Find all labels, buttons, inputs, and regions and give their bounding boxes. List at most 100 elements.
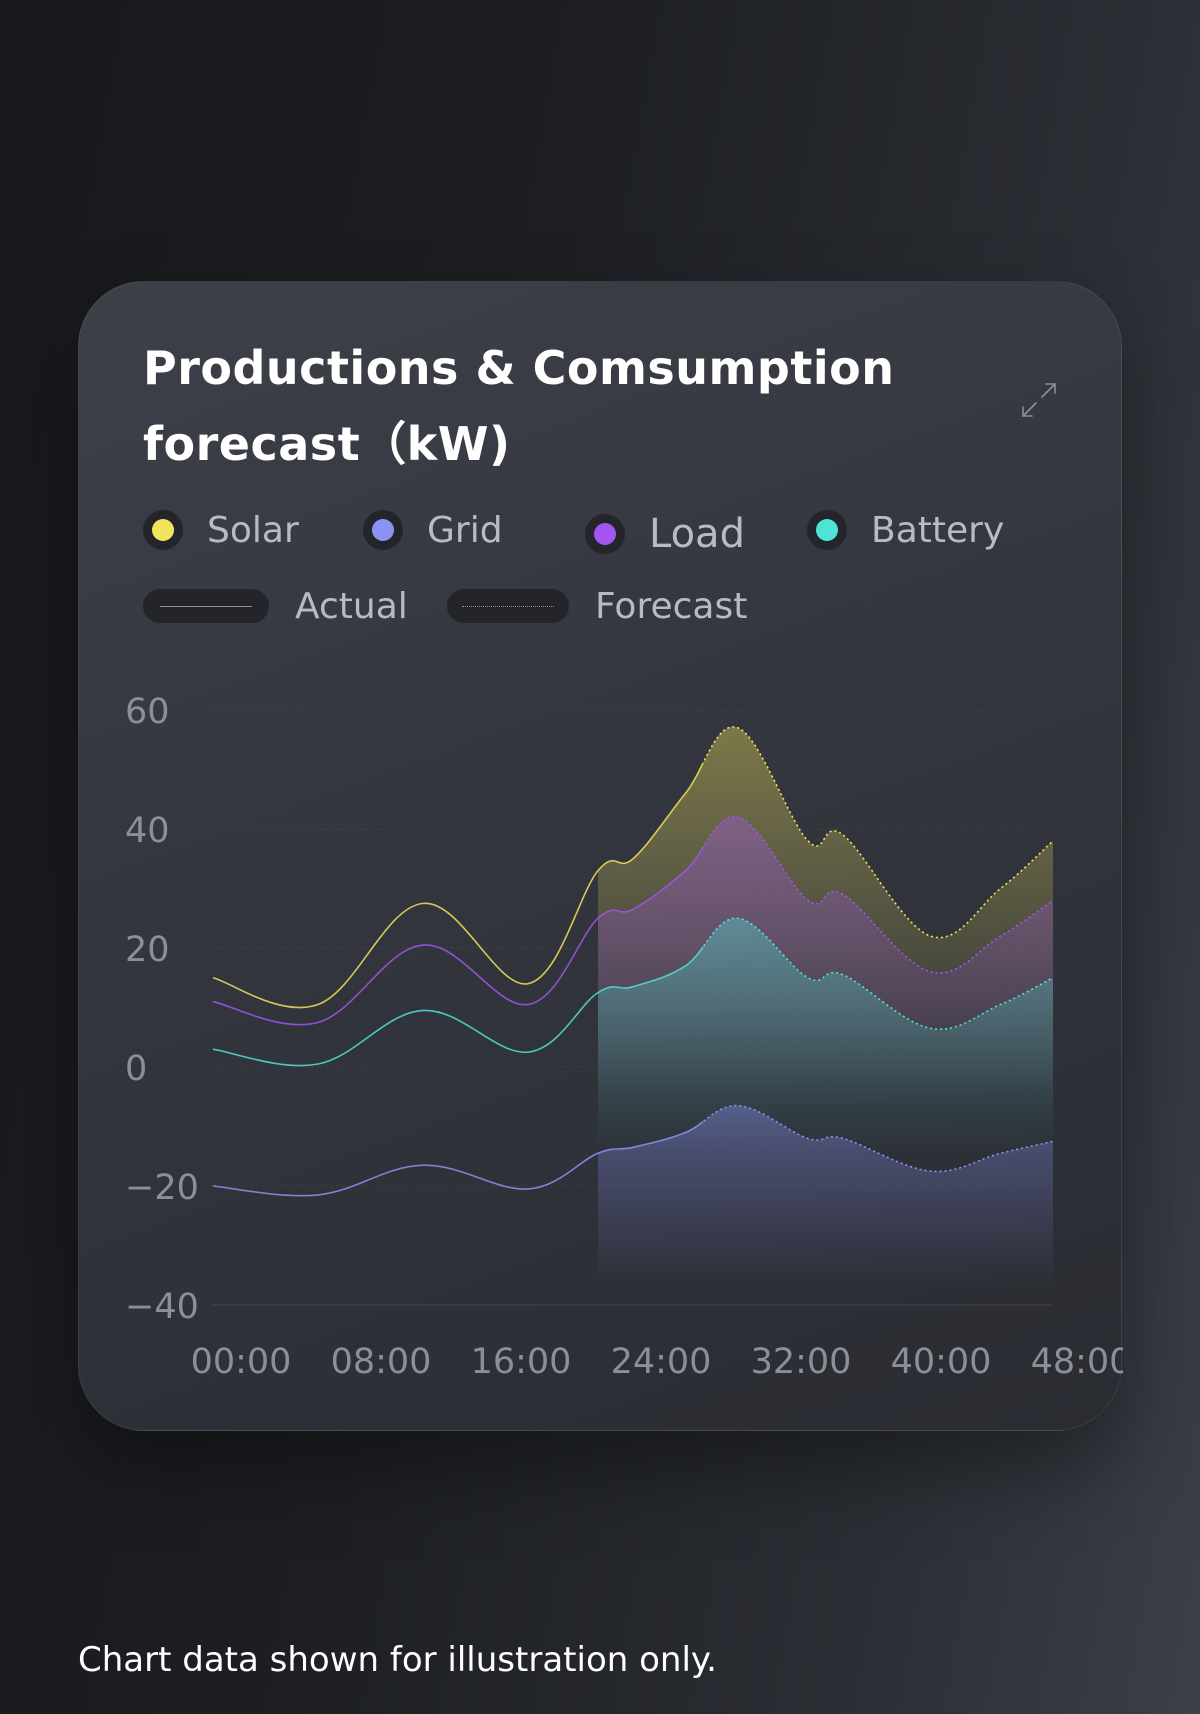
y-tick-label: 60 xyxy=(125,692,170,732)
solar-data-point xyxy=(685,792,687,794)
battery-data-point xyxy=(930,1027,932,1029)
battery-swatch xyxy=(807,510,847,550)
load-data-point xyxy=(842,893,844,895)
x-tick-label: 40:00 xyxy=(891,1342,992,1382)
load-data-point xyxy=(422,944,424,946)
solar-data-point xyxy=(1000,888,1002,890)
line-style-legend: Actual Forecast xyxy=(143,584,747,628)
load-data-point xyxy=(930,971,932,973)
load-data-point xyxy=(685,870,687,872)
legend-label-load: Load xyxy=(649,511,745,557)
load-swatch xyxy=(585,514,625,554)
battery-forecast-line xyxy=(703,917,1054,1031)
solid-line-swatch xyxy=(143,589,269,623)
grid-data-point xyxy=(1000,1152,1002,1154)
solar-data-point xyxy=(1052,840,1054,842)
solar-data-point xyxy=(807,840,809,842)
grid-data-point xyxy=(597,1152,599,1154)
battery-data-point xyxy=(737,917,739,919)
solar-data-point xyxy=(212,977,214,979)
x-tick-label: 16:00 xyxy=(471,1342,572,1382)
solar-swatch xyxy=(143,510,183,550)
solar-data-point xyxy=(527,983,529,985)
legend-label-actual: Actual xyxy=(295,585,408,627)
solar-data-point xyxy=(930,935,932,937)
load-area xyxy=(598,816,1053,1113)
legend-item-forecast[interactable]: Forecast xyxy=(447,584,747,628)
legend-item-grid[interactable]: Grid xyxy=(363,508,585,552)
grid-data-point xyxy=(632,1146,634,1148)
grid-area xyxy=(598,1105,1053,1285)
grid-data-point xyxy=(527,1188,529,1190)
battery-area xyxy=(598,918,1053,1155)
solar-data-point xyxy=(597,870,599,872)
battery-data-point xyxy=(807,977,809,979)
legend-item-battery[interactable]: Battery xyxy=(807,508,1004,552)
y-tick-label: −40 xyxy=(125,1287,199,1327)
legend-item-load[interactable]: Load xyxy=(585,511,807,557)
y-tick-label: 20 xyxy=(125,930,170,970)
grid-data-point xyxy=(737,1105,739,1107)
load-data-point xyxy=(527,1004,529,1006)
battery-data-point xyxy=(685,965,687,967)
load-data-point xyxy=(1052,899,1054,901)
solar-area xyxy=(598,726,1053,1095)
solar-data-point xyxy=(422,902,424,904)
grid-data-point xyxy=(842,1137,844,1139)
battery-actual-line xyxy=(212,945,703,1067)
load-data-point xyxy=(737,816,739,818)
battery-data-point xyxy=(842,974,844,976)
grid-data-point xyxy=(212,1185,214,1187)
battery-data-point xyxy=(317,1063,319,1065)
load-data-point xyxy=(212,1001,214,1003)
grid-forecast-line xyxy=(703,1104,1054,1173)
load-data-point xyxy=(317,1021,319,1023)
solar-data-point xyxy=(737,727,739,729)
grid-data-point xyxy=(807,1137,809,1139)
y-tick-label: 40 xyxy=(125,811,170,851)
series-legend: Solar Grid Load Battery xyxy=(143,504,1004,557)
expand-arrows-icon[interactable] xyxy=(1019,380,1059,420)
legend-item-actual[interactable]: Actual xyxy=(143,584,447,628)
solar-data-point xyxy=(632,858,634,860)
grid-data-point xyxy=(685,1131,687,1133)
legend-item-solar[interactable]: Solar xyxy=(143,508,363,552)
load-data-point xyxy=(807,899,809,901)
x-tick-label: 32:00 xyxy=(751,1342,852,1382)
battery-data-point xyxy=(597,992,599,994)
load-forecast-line xyxy=(703,816,1054,974)
battery-data-point xyxy=(632,986,634,988)
solar-actual-line xyxy=(212,761,703,1009)
solar-data-point xyxy=(317,1004,319,1006)
load-actual-line xyxy=(212,846,703,1026)
x-tick-label: 24:00 xyxy=(611,1342,712,1382)
x-tick-label: 08:00 xyxy=(331,1342,432,1382)
battery-data-point xyxy=(422,1009,424,1011)
grid-data-point xyxy=(1052,1140,1054,1142)
forecast-card: Productions & Comsumption forecast（kW) S… xyxy=(78,281,1123,1431)
legend-label-forecast: Forecast xyxy=(595,585,748,627)
footnote: Chart data shown for illustration only. xyxy=(78,1640,717,1680)
y-tick-label: 0 xyxy=(125,1049,147,1089)
x-tick-label: 00:00 xyxy=(191,1342,292,1382)
legend-label-solar: Solar xyxy=(207,509,299,551)
grid-data-point xyxy=(422,1164,424,1166)
grid-data-point xyxy=(317,1194,319,1196)
x-tick-label: 48:00 xyxy=(1031,1342,1123,1382)
battery-data-point xyxy=(527,1051,529,1053)
dotted-line-swatch xyxy=(447,589,569,623)
battery-data-point xyxy=(212,1048,214,1050)
y-tick-label: −20 xyxy=(125,1168,199,1208)
load-data-point xyxy=(1000,935,1002,937)
load-data-point xyxy=(632,908,634,910)
legend-label-grid: Grid xyxy=(427,509,503,551)
load-data-point xyxy=(597,917,599,919)
battery-data-point xyxy=(1052,977,1054,979)
solar-forecast-line xyxy=(703,726,1054,939)
grid-swatch xyxy=(363,510,403,550)
chart-title: Productions & Comsumption forecast（kW) xyxy=(143,341,895,471)
battery-data-point xyxy=(1000,1004,1002,1006)
legend-label-battery: Battery xyxy=(871,509,1005,551)
grid-actual-line xyxy=(212,1120,703,1197)
solar-data-point xyxy=(842,834,844,836)
